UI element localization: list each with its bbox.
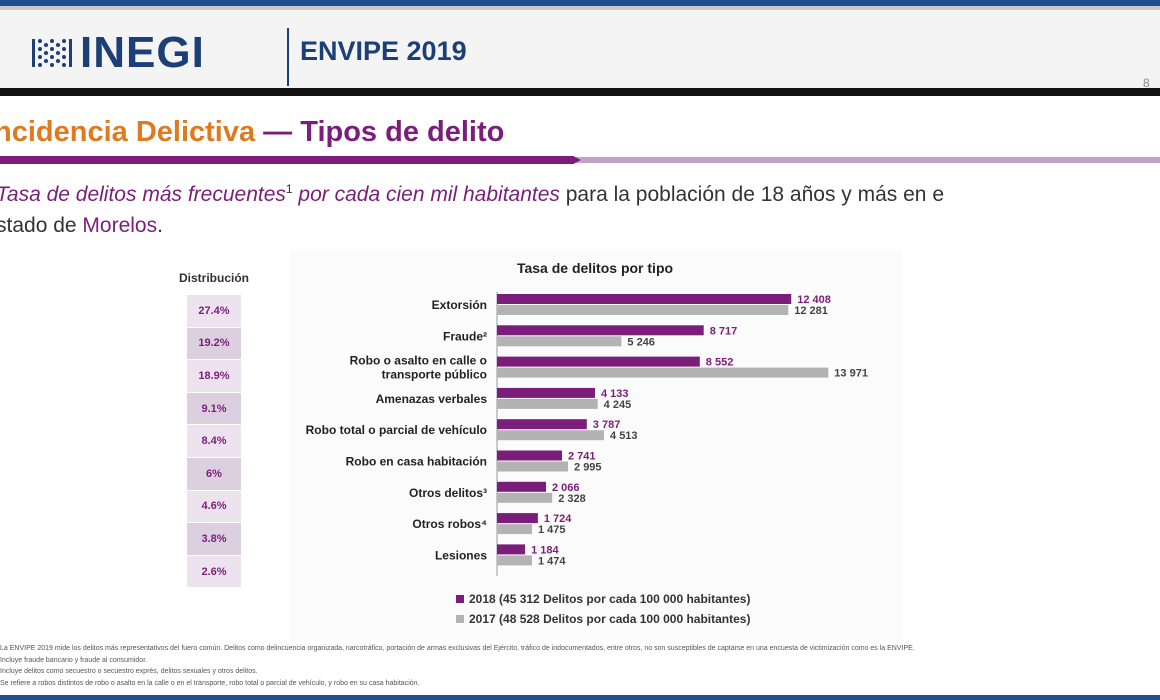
category-label: Robo o asalto en calle o transporte públi… <box>350 354 487 382</box>
inegi-dots-icon <box>32 39 72 67</box>
slide-header: INEGI ENVIPE 2019 8 <box>0 10 1160 90</box>
data-label-2017: 12 281 <box>794 305 828 317</box>
subtitle-em-2: por cada cien mil habitantes <box>292 183 560 206</box>
data-label-2018: 2 741 <box>568 451 596 463</box>
subtitle-end: . <box>157 214 163 237</box>
bar-2017 <box>497 492 553 503</box>
distribution-value: 19.2% <box>187 327 241 361</box>
slide-subtitle: Tasa de delitos más frecuentes1 por cada… <box>0 174 1160 241</box>
page-number: 8 <box>1143 76 1150 90</box>
distribution-column: 27.4% 19.2% 18.9% 9.1% 8.4% 6% 4.6% 3.8% 2.6% <box>187 295 241 589</box>
legend-label: 2018 (45 312 Delitos por cada 100 000 ha… <box>469 592 751 606</box>
bar-2017 <box>497 336 622 347</box>
category-label: Robo en casa habitación <box>346 455 487 469</box>
category-label: Otros delitos³ <box>409 486 487 500</box>
bar-2018 <box>497 325 704 336</box>
bar-2018 <box>497 450 563 461</box>
bar-2018 <box>497 294 792 304</box>
data-label-2018: 1 724 <box>544 513 572 525</box>
bar-2018 <box>497 419 587 430</box>
category-label: Amenazas verbales <box>376 392 488 406</box>
chart-title: Tasa de delitos por tipo <box>516 260 674 276</box>
footnotes: La ENVIPE 2019 mide los delitos más repr… <box>0 643 1160 689</box>
slide-title: ncidencia Delictiva — Tipos de delito <box>0 116 504 149</box>
category-label: Robo total o parcial de vehículo <box>306 423 487 437</box>
subtitle-text-2: stado de <box>0 214 83 237</box>
header-divider <box>287 28 289 86</box>
title-part-2: Tipos de delito <box>300 116 505 148</box>
data-label-2017: 13 971 <box>834 368 868 380</box>
footnote: Incluye fraude bancario y fraude al cons… <box>0 656 148 664</box>
data-label-2018: 1 184 <box>531 544 559 556</box>
footnote: Se refiere a robos distintos de robo o a… <box>0 679 420 687</box>
title-part-1: ncidencia Delictiva <box>0 116 256 148</box>
data-label-2018: 12 408 <box>797 294 831 306</box>
bar-2017 <box>497 524 532 535</box>
distribution-title: Distribución <box>178 271 249 285</box>
inegi-logo: INEGI <box>30 28 205 78</box>
title-dash: — <box>255 116 301 148</box>
distribution-value: 8.4% <box>187 425 241 458</box>
bar-2017 <box>497 367 829 378</box>
category-label: Fraude² <box>443 329 487 343</box>
data-label-2018: 4 133 <box>601 388 629 400</box>
bar-2017 <box>497 555 532 566</box>
data-label-2018: 3 787 <box>593 419 621 431</box>
distribution-value: 2.6% <box>187 555 241 589</box>
bar-2018 <box>497 513 538 524</box>
data-label-2018: 8 717 <box>710 325 738 337</box>
bar-2018 <box>497 356 700 367</box>
footnote: La ENVIPE 2019 mide los delitos más repr… <box>0 645 915 652</box>
data-label-2017: 1 475 <box>538 524 566 536</box>
title-underline-arrow <box>573 156 581 164</box>
subtitle-place: Morelos <box>82 214 158 237</box>
subtitle-em-1: Tasa de delitos más frecuentes <box>0 183 286 206</box>
distribution-value: 9.1% <box>187 392 241 426</box>
data-label-2017: 4 513 <box>610 430 638 442</box>
legend-label: 2017 (48 528 Delitos por cada 100 000 ha… <box>469 612 751 626</box>
top-accent-bar <box>0 0 1160 6</box>
bar-2018 <box>497 544 526 555</box>
bar-2018 <box>497 481 546 492</box>
logo-text: INEGI <box>80 28 205 77</box>
distribution-value: 4.6% <box>187 490 241 524</box>
category-label: Otros robos⁴ <box>412 517 487 531</box>
legend-swatch <box>456 595 464 603</box>
data-label-2017: 1 474 <box>538 555 566 567</box>
bar-2017 <box>497 305 789 315</box>
title-underline-light <box>574 157 1160 163</box>
distribution-value: 18.9% <box>187 360 241 393</box>
distribution-value: 27.4% <box>187 295 241 328</box>
category-label: Lesiones <box>435 548 487 562</box>
footnote: Incluye delitos como secuestro o secuest… <box>0 668 258 675</box>
distribution-value: 6% <box>187 457 241 491</box>
bottom-accent-bar <box>0 695 1160 700</box>
bar-2017 <box>497 461 569 472</box>
data-label-2017: 2 995 <box>574 462 602 474</box>
data-label-2017: 4 245 <box>604 399 632 411</box>
subtitle-footnote-ref: 1 <box>285 182 293 196</box>
distribution-value: 3.8% <box>187 523 241 556</box>
legend-item: 2017 (48 528 Delitos por cada 100 000 ha… <box>456 609 750 629</box>
data-label-2017: 2 328 <box>558 493 586 505</box>
data-label-2018: 2 066 <box>552 482 580 494</box>
legend-item: 2018 (45 312 Delitos por cada 100 000 ha… <box>456 589 750 609</box>
top-secondary-bar <box>0 6 1160 10</box>
category-label: Extorsión <box>432 298 487 312</box>
header-bottom-band <box>0 88 1160 96</box>
chart-legend: 2018 (45 312 Delitos por cada 100 000 ha… <box>456 589 750 629</box>
subtitle-text-1: para la población de 18 años y más en e <box>559 183 944 206</box>
category-label-line: transporte público <box>382 368 487 382</box>
survey-title: ENVIPE 2019 <box>300 36 467 66</box>
bar-2017 <box>497 430 605 441</box>
bar-2018 <box>497 387 596 398</box>
bar-2017 <box>497 398 598 409</box>
category-label-line: Robo o asalto en calle o <box>350 354 487 368</box>
data-label-2017: 5 246 <box>627 336 655 348</box>
title-underline <box>0 156 574 164</box>
legend-swatch <box>456 615 464 623</box>
data-label-2018: 8 552 <box>706 357 734 369</box>
